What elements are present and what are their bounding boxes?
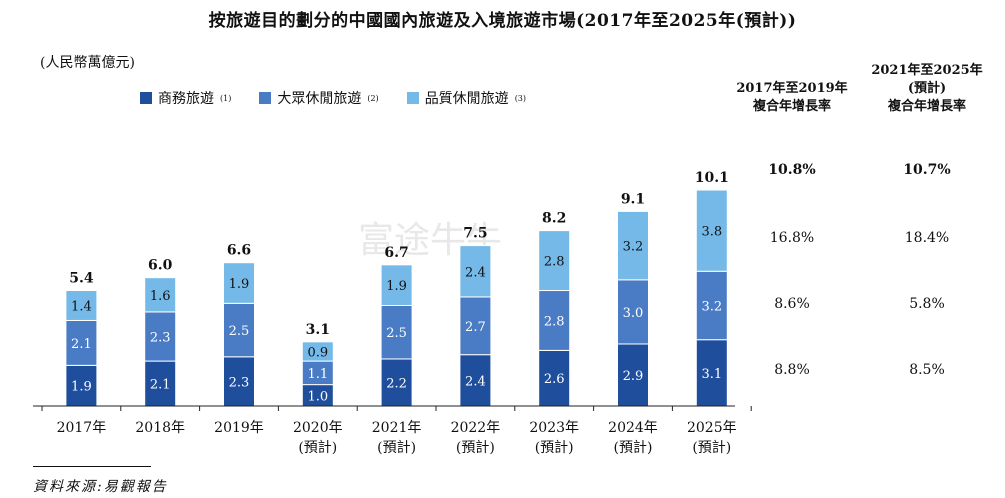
- bar-mass-6: [538, 290, 571, 351]
- bar-total-5: 7.5: [463, 226, 487, 242]
- bar-label-quality-3: 0.9: [307, 345, 328, 360]
- x-label-2: 2019年: [214, 420, 264, 436]
- bar-label-quality-5: 2.4: [465, 265, 486, 280]
- cagr-business-2021-2025: 8.5%: [909, 362, 945, 378]
- bar-label-business-1: 2.1: [150, 378, 171, 393]
- cagr-total-2021-2025: 10.7%: [903, 162, 951, 178]
- bar-quality-2: [223, 262, 255, 304]
- bar-total-3: 3.1: [306, 322, 330, 338]
- bar-label-business-2: 2.3: [229, 375, 250, 390]
- x-label-8: 2025年(預計): [687, 420, 737, 456]
- bar-label-quality-2: 1.9: [229, 277, 250, 292]
- legend-label-mass: 大眾休閒旅遊: [277, 91, 362, 107]
- bar-total-0: 5.4: [69, 271, 94, 287]
- legend-item-mass: 大眾休閒旅遊 (2): [259, 88, 379, 108]
- x-label-5: 2022年(預計): [451, 420, 501, 456]
- source-divider: [33, 466, 151, 467]
- bar-label-business-6: 2.6: [544, 372, 565, 387]
- bar-label-quality-4: 1.9: [386, 279, 407, 294]
- bar-business-5: [459, 354, 492, 407]
- legend-note-business: (1): [220, 93, 232, 103]
- bar-mass-8: [695, 270, 728, 341]
- bar-business-4: [380, 358, 413, 407]
- bar-label-quality-1: 1.6: [150, 289, 171, 304]
- bar-quality-6: [538, 230, 571, 292]
- unit-label: (人民幣萬億元): [40, 55, 135, 71]
- x-label-0: 2017年: [57, 420, 107, 436]
- cagr-total-2017-2019: 10.8%: [768, 162, 816, 178]
- x-label-4: 2021年(預計): [372, 420, 422, 456]
- x-label-1: 2018年: [135, 420, 185, 436]
- bar-label-business-4: 2.2: [386, 376, 407, 391]
- bar-business-8: [695, 339, 728, 407]
- bar-label-mass-7: 3.0: [623, 306, 644, 321]
- cagr-header-2021-2025: 2021年至2025年 (預計) 複合年增長率: [857, 62, 997, 116]
- bar-label-mass-2: 2.5: [229, 324, 250, 339]
- bar-label-mass-1: 2.3: [150, 330, 171, 345]
- legend-label-business: 商務旅遊: [158, 91, 214, 107]
- cagr-header-2017-2019: 2017年至2019年 複合年增長率: [722, 80, 862, 116]
- chart-title: 按旅遊目的劃分的中國國內旅遊及入境旅遊市場(2017年至2025年(預計)): [208, 11, 797, 31]
- bar-mass-5: [459, 296, 492, 356]
- legend-note-mass: (2): [367, 93, 379, 103]
- cagr-header-2017-2019-text: 2017年至2019年 複合年增長率: [736, 81, 848, 114]
- bar-label-business-0: 1.9: [71, 380, 92, 395]
- cagr-quality-2021-2025: 18.4%: [904, 230, 950, 246]
- bar-label-mass-3: 1.1: [307, 367, 328, 382]
- bar-mass-4: [380, 304, 413, 360]
- bar-quality-5: [459, 245, 492, 298]
- bar-total-4: 6.7: [384, 245, 408, 261]
- bar-quality-0: [65, 290, 98, 321]
- legend-swatch-quality: [406, 92, 419, 104]
- bar-mass-0: [65, 319, 98, 366]
- bar-total-7: 9.1: [621, 191, 645, 207]
- bar-total-2: 6.6: [227, 243, 251, 259]
- legend-item-business: 商務旅遊 (1): [140, 88, 231, 108]
- bar-label-business-5: 2.4: [465, 374, 486, 389]
- bar-label-quality-6: 2.8: [544, 255, 565, 270]
- legend: 商務旅遊 (1) 大眾休閒旅遊 (2) 品質休閒旅遊 (3): [140, 88, 526, 108]
- x-label-6: 2023年(預計): [529, 420, 579, 456]
- bar-quality-1: [144, 277, 177, 313]
- bar-label-mass-4: 2.5: [386, 326, 407, 341]
- cagr-mass-2021-2025: 5.8%: [909, 296, 945, 312]
- bar-quality-8: [695, 189, 728, 272]
- bar-label-quality-0: 1.4: [71, 299, 92, 314]
- cagr-header-2021-2025-text: 2021年至2025年 (預計) 複合年增長率: [871, 63, 983, 114]
- legend-swatch-mass: [259, 92, 272, 104]
- legend-swatch-business: [140, 92, 152, 104]
- bar-business-1: [144, 360, 177, 407]
- legend-note-quality: (3): [514, 93, 527, 103]
- bar-mass-1: [144, 311, 177, 362]
- legend-item-quality: 品質休閒旅遊 (3): [406, 88, 527, 108]
- bar-quality-3: [301, 341, 334, 362]
- cagr-mass-2017-2019: 8.6%: [774, 296, 810, 312]
- cagr-business-2017-2019: 8.8%: [774, 362, 810, 378]
- bar-total-8: 10.1: [695, 170, 729, 186]
- bar-label-mass-6: 2.8: [544, 314, 565, 329]
- bar-label-mass-0: 2.1: [71, 337, 92, 352]
- bar-label-quality-7: 3.2: [623, 240, 644, 255]
- legend-label-quality: 品質休閒旅遊: [424, 91, 509, 107]
- bar-mass-7: [617, 279, 649, 345]
- bar-total-6: 8.2: [542, 211, 566, 227]
- bar-quality-4: [380, 264, 413, 306]
- bar-label-mass-5: 2.7: [465, 320, 486, 335]
- bar-label-business-8: 3.1: [701, 367, 722, 382]
- bar-label-quality-8: 3.8: [701, 225, 722, 240]
- source-note: 資料來源:易觀報告: [33, 479, 168, 495]
- bar-mass-2: [223, 302, 255, 358]
- bar-total-1: 6.0: [148, 258, 173, 274]
- x-label-3: 2020年(預計): [293, 420, 343, 456]
- bar-business-2: [223, 356, 255, 407]
- x-label-7: 2024年(預計): [608, 420, 658, 456]
- bar-label-mass-8: 3.2: [701, 299, 722, 314]
- bar-label-business-3: 1.0: [307, 389, 328, 404]
- bar-quality-7: [617, 210, 649, 281]
- cagr-quality-2017-2019: 16.8%: [769, 230, 815, 246]
- bar-label-business-7: 2.9: [623, 369, 644, 384]
